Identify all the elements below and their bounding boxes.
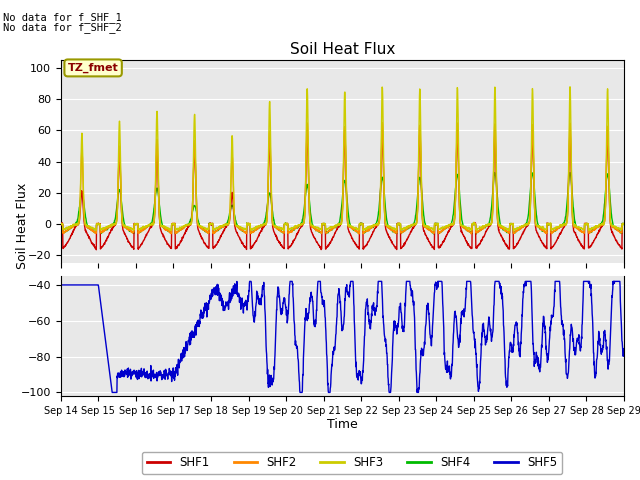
SHF5 [586,282,594,288]
SHF4 [431,231,438,237]
Legend: SHF1, SHF2, SHF3, SHF4, SHF5: SHF1, SHF2, SHF3, SHF4, SHF5 [142,452,562,474]
SHF3 [57,220,65,226]
SHF5 [57,282,65,288]
SHF5 [246,278,253,284]
SHF1 [359,221,367,227]
SHF2 [359,221,367,227]
SHF4 [571,217,579,223]
SHF4 [214,226,221,232]
SHF2 [507,221,515,227]
Text: No data for f_SHF_2: No data for f_SHF_2 [3,22,122,33]
Text: No data for f_SHF_1: No data for f_SHF_1 [3,12,122,23]
SHF4 [586,229,594,235]
SHF2 [57,221,65,227]
SHF5 [620,347,628,353]
SHF2 [467,231,475,237]
SHF1 [92,247,100,252]
SHF1 [57,221,65,227]
Line: SHF3: SHF3 [61,87,624,231]
SHF1 [571,229,579,235]
SHF4 [371,223,379,229]
SHF5 [571,345,579,350]
SHF4 [507,221,515,227]
SHF4 [491,169,499,175]
SHF1 [507,221,515,227]
SHF2 [371,223,379,228]
SHF5 [108,390,116,396]
SHF5 [214,282,222,288]
SHF1 [214,240,222,245]
SHF3 [506,221,514,227]
Line: SHF1: SHF1 [61,132,624,250]
SHF4 [620,222,628,228]
SHF3 [214,226,221,231]
SHF2 [571,225,579,230]
SHF4 [57,221,65,227]
SHF1 [371,226,379,231]
SHF5 [359,365,367,371]
SHF5 [372,305,380,311]
Title: Soil Heat Flux: Soil Heat Flux [290,42,395,58]
SHF3 [571,222,579,228]
SHF3 [371,222,379,228]
SHF1 [454,129,461,135]
SHF3 [620,222,628,228]
Line: SHF5: SHF5 [61,281,624,393]
SHF1 [586,244,594,250]
SHF3 [586,226,594,232]
SHF2 [378,120,386,125]
SHF2 [586,229,594,235]
SHF3 [566,84,574,90]
Line: SHF4: SHF4 [61,172,624,234]
SHF4 [359,221,367,227]
SHF3 [510,228,518,234]
SHF2 [214,227,221,233]
Line: SHF2: SHF2 [61,122,624,234]
X-axis label: Time: Time [327,419,358,432]
Text: TZ_fmet: TZ_fmet [68,63,118,73]
SHF1 [620,221,628,227]
SHF5 [507,339,515,345]
Text: Soil Heat Flux: Soil Heat Flux [16,182,29,269]
SHF2 [620,221,628,227]
SHF3 [359,222,367,228]
